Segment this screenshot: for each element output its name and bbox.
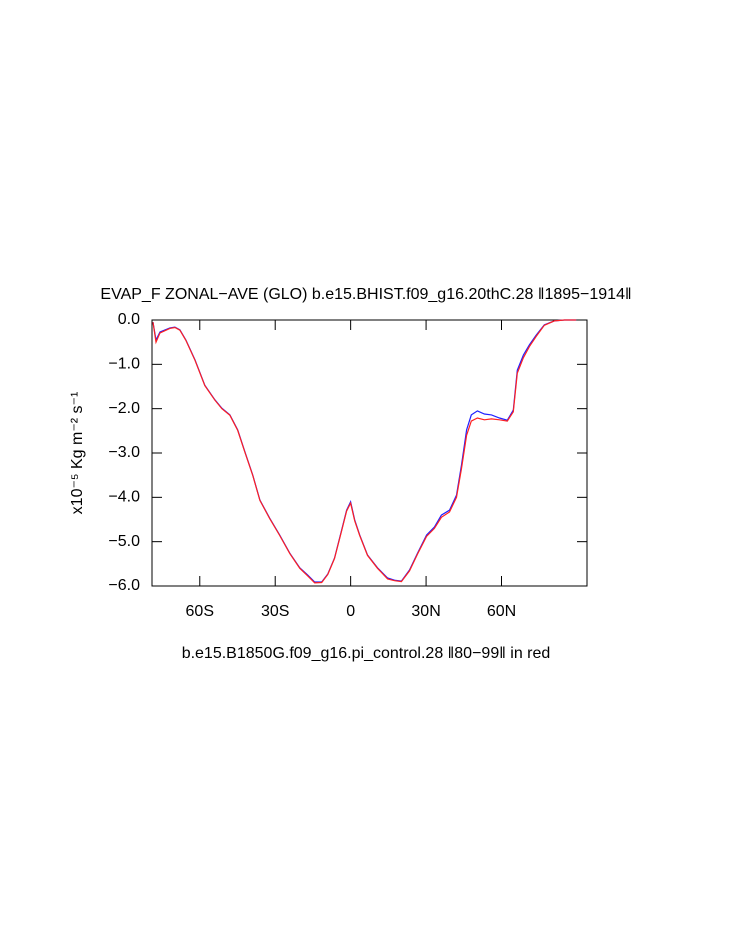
y-tick-label: −6.0 [108, 577, 140, 594]
y-tick-label: −4.0 [108, 489, 140, 506]
chart-title: EVAP_F ZONAL−AVE (GLO) b.e15.BHIST.f09_g… [100, 286, 631, 303]
chart-subtitle: b.e15.B1850G.f09_g16.pi_control.28 ‖80−9… [182, 645, 551, 662]
data-line [152, 319, 577, 584]
y-axis-label: x10⁻⁵ Kg m⁻² s⁻¹ [69, 392, 86, 515]
x-tick-label: 30N [411, 603, 440, 620]
x-tick-label: 30S [261, 603, 289, 620]
y-tick-label: −2.0 [108, 400, 140, 417]
y-tick-label: −3.0 [108, 444, 140, 461]
y-tick-label: 0.0 [118, 311, 140, 328]
data-line [152, 319, 577, 583]
y-tick-label: −1.0 [108, 356, 140, 373]
x-tick-label: 60S [186, 603, 214, 620]
x-tick-label: 0 [346, 603, 355, 620]
x-tick-label: 60N [487, 603, 516, 620]
y-tick-label: −5.0 [108, 533, 140, 550]
